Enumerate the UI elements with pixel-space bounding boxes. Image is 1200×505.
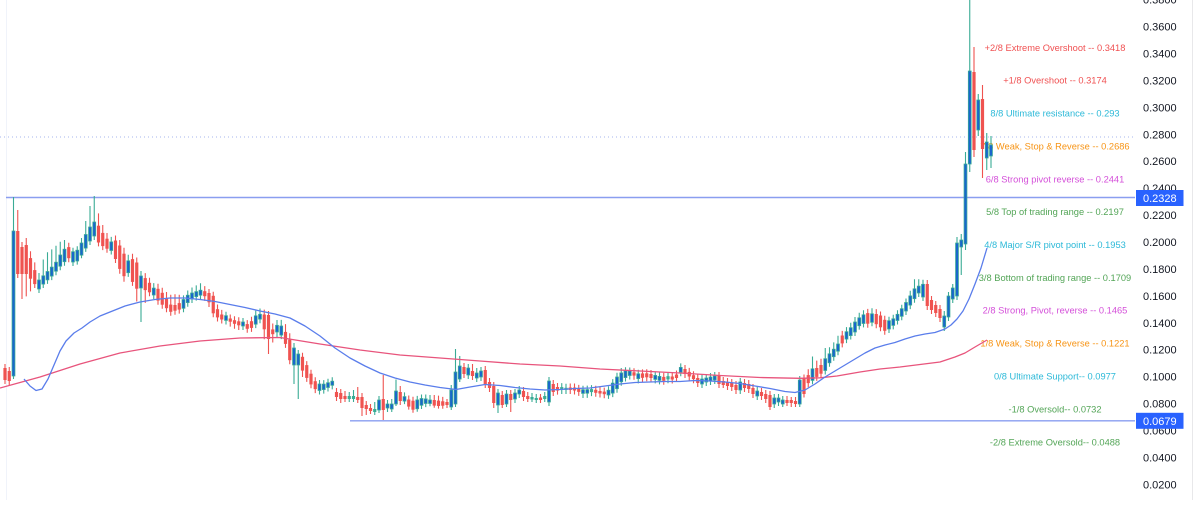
svg-text:0.1200: 0.1200 xyxy=(1143,345,1177,357)
svg-text:8/8 Ultimate resistance -- 0.: 8/8 Ultimate resistance -- 0.293 xyxy=(990,109,1119,119)
svg-text:0.0800: 0.0800 xyxy=(1143,399,1177,411)
svg-text:+1/8 Overshoot -- 0.3174: +1/8 Overshoot -- 0.3174 xyxy=(1003,76,1107,86)
svg-text:0.3000: 0.3000 xyxy=(1143,102,1177,114)
svg-text:6/8 Strong pivot reverse -- 0: 6/8 Strong pivot reverse -- 0.2441 xyxy=(986,174,1125,184)
svg-text:0.3400: 0.3400 xyxy=(1143,49,1177,61)
svg-text:0.0200: 0.0200 xyxy=(1143,479,1177,491)
svg-text:5/8 Top of trading range -- 0: 5/8 Top of trading range -- 0.2197 xyxy=(986,207,1124,217)
svg-text:0.3800: 0.3800 xyxy=(1143,0,1177,7)
svg-text:0/8 Ultimate Support-- 0.0977: 0/8 Ultimate Support-- 0.0977 xyxy=(994,371,1116,381)
svg-text:0.1800: 0.1800 xyxy=(1143,264,1177,276)
svg-text:0.0400: 0.0400 xyxy=(1143,452,1177,464)
svg-text:0.3600: 0.3600 xyxy=(1143,22,1177,34)
svg-text:0.3200: 0.3200 xyxy=(1143,76,1177,88)
svg-text:1/8 Weak, Stop & Reverse -- 0: 1/8 Weak, Stop & Reverse -- 0.1221 xyxy=(980,339,1129,349)
svg-text:4/8 Major S/R pivot point --: 4/8 Major S/R pivot point -- 0.1953 xyxy=(984,240,1126,250)
svg-text:7/8 Weak, Stop & Reverse -- 0: 7/8 Weak, Stop & Reverse -- 0.2686 xyxy=(980,141,1129,151)
svg-text:-2/8 Extreme Oversold-- 0.048: -2/8 Extreme Oversold-- 0.0488 xyxy=(990,437,1120,447)
svg-text:0.2800: 0.2800 xyxy=(1143,129,1177,141)
svg-text:3/8 Bottom of trading range --: 3/8 Bottom of trading range -- 0.1709 xyxy=(979,273,1131,283)
svg-text:0.2200: 0.2200 xyxy=(1143,210,1177,222)
svg-text:0.2600: 0.2600 xyxy=(1143,156,1177,168)
svg-text:2/8 Strong, Pivot, reverse --: 2/8 Strong, Pivot, reverse -- 0.1465 xyxy=(983,306,1128,316)
svg-text:0.1000: 0.1000 xyxy=(1143,372,1177,384)
svg-text:0.0679: 0.0679 xyxy=(1143,416,1177,428)
svg-text:-1/8 Oversold-- 0.0732: -1/8 Oversold-- 0.0732 xyxy=(1008,404,1101,414)
svg-text:0.2000: 0.2000 xyxy=(1143,237,1177,249)
svg-text:+2/8 Extreme Overshoot -- 0.3: +2/8 Extreme Overshoot -- 0.3418 xyxy=(985,43,1126,53)
svg-text:0.1600: 0.1600 xyxy=(1143,291,1177,303)
svg-text:0.1400: 0.1400 xyxy=(1143,318,1177,330)
svg-text:0.2328: 0.2328 xyxy=(1143,193,1177,205)
